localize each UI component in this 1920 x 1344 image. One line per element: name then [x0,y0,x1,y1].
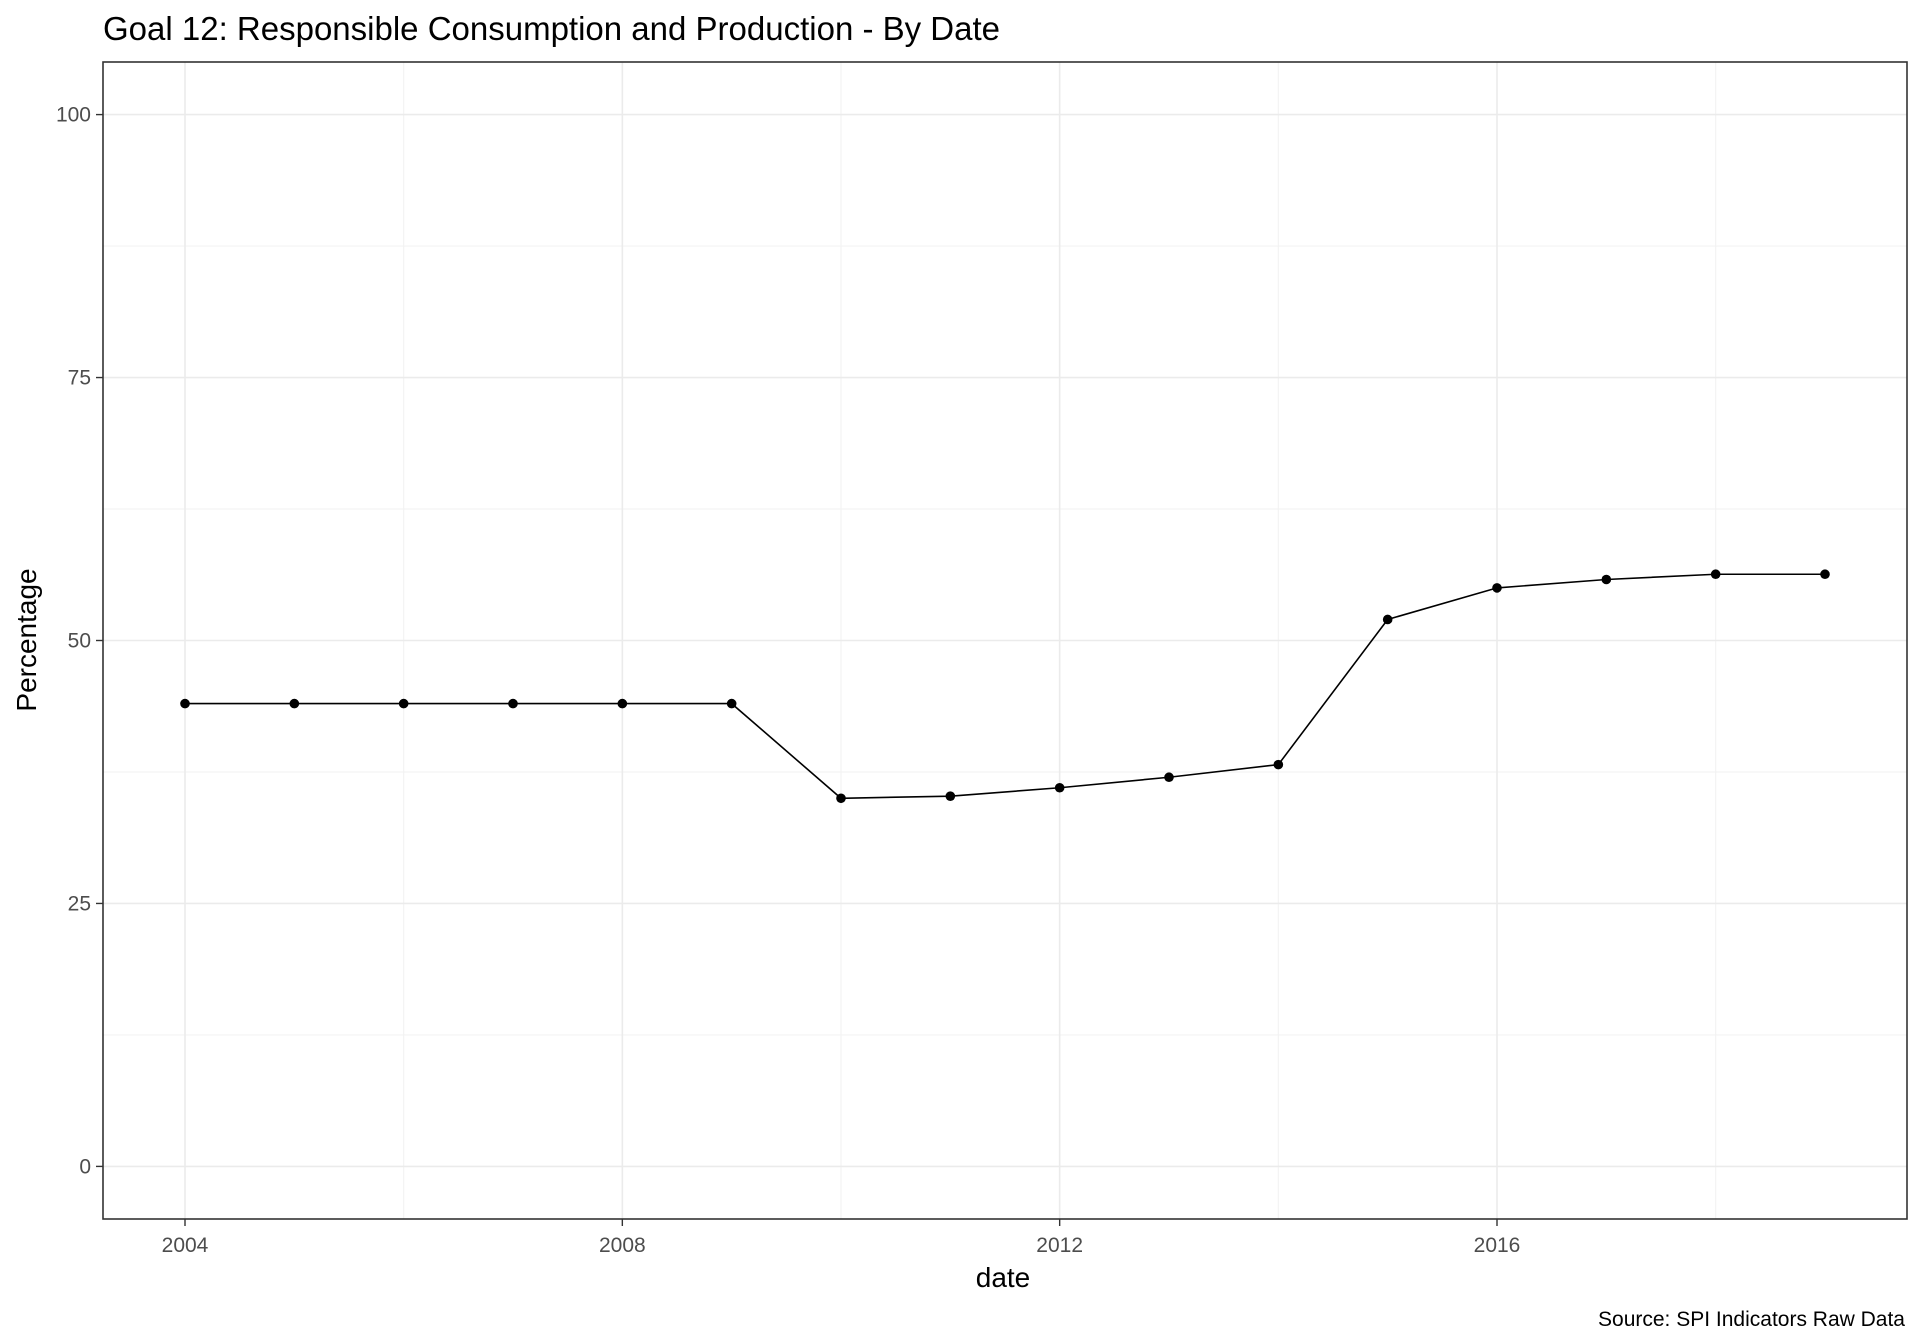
y-axis-title: Percentage [11,568,42,711]
data-point [1273,759,1284,770]
data-point [726,698,737,709]
y-tick-label: 75 [68,367,91,390]
data-point [398,698,409,709]
x-tick-label: 2012 [1036,1234,1083,1257]
x-tick-label: 2008 [599,1234,646,1257]
data-point [180,698,190,709]
series-points [180,569,1830,804]
data-point [508,698,518,709]
x-tick-label: 2016 [1474,1234,1521,1257]
data-point [1382,614,1393,625]
data-point [1601,574,1612,585]
y-tick-label: 25 [68,892,91,915]
data-point [836,793,846,804]
data-point [617,698,628,709]
x-axis-title: date [976,1262,1031,1293]
data-point [1164,772,1174,783]
major-gridlines [103,62,1907,1219]
data-point [289,698,300,709]
data-point [1492,583,1502,593]
y-axis: 0 25 50 75 100 [56,104,103,1178]
series-line [185,573,1825,800]
data-point [1820,569,1830,580]
chart-title: Goal 12: Responsible Consumption and Pro… [103,10,1000,47]
chart-caption: Source: SPI Indicators Raw Data [1598,1308,1905,1331]
data-point [1054,782,1065,793]
y-tick-label: 50 [68,630,91,653]
x-axis: 2004 2008 2012 2016 [162,1219,1521,1257]
data-point [1710,569,1721,580]
y-tick-label: 100 [56,104,91,127]
data-point [945,791,956,801]
y-tick-label: 0 [79,1155,91,1178]
x-tick-label: 2004 [162,1234,209,1257]
